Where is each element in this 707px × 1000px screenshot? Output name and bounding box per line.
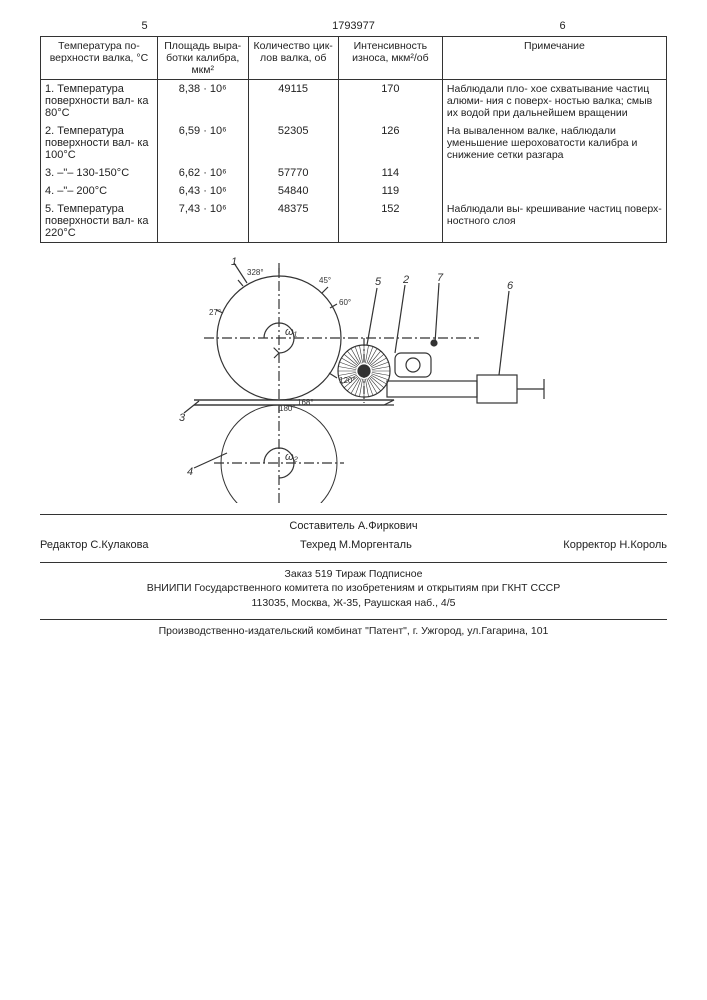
- svg-text:45°: 45°: [319, 276, 331, 285]
- callout-4: 4: [187, 466, 193, 478]
- compiler: Составитель А.Фиркович: [40, 519, 667, 534]
- col-wear: Интенсивность износа, мкм²/об: [338, 37, 442, 80]
- order-no: Заказ 519: [285, 568, 333, 580]
- callout-1: 1: [231, 256, 237, 268]
- figure-diagram: 1 5 2 7 6 3 4 ω₁ ω₂ 328° 45° 60° 120° 27…: [40, 253, 667, 506]
- divider: [40, 619, 667, 620]
- col-note: Примечание: [442, 37, 666, 80]
- table-header-row: Температура по- верхности валка, °С Площ…: [41, 37, 667, 80]
- omega-top: ω₁: [285, 326, 298, 338]
- callout-2: 2: [402, 274, 409, 286]
- credits-block: Составитель А.Фиркович Редактор С.Кулако…: [40, 519, 667, 554]
- org-line: ВНИИПИ Государственного комитета по изоб…: [40, 581, 667, 596]
- col-cycles: Количество цик- лов валка, об: [248, 37, 338, 80]
- printer-line: Производственно-издательский комбинат "П…: [40, 624, 667, 639]
- omega-bot: ω₂: [285, 451, 299, 463]
- callout-5: 5: [375, 276, 382, 288]
- podpisnoe: Подписное: [369, 568, 423, 580]
- svg-text:168°: 168°: [297, 398, 314, 407]
- svg-text:27°: 27°: [209, 308, 221, 317]
- divider: [40, 562, 667, 563]
- page-num-right: 6: [459, 20, 666, 32]
- callout-6: 6: [507, 280, 514, 292]
- svg-text:60°: 60°: [339, 298, 351, 307]
- tirazh: Тираж: [335, 568, 366, 580]
- table-row: 2. Температура поверхности вал- ка 100°С…: [41, 122, 667, 164]
- divider: [40, 514, 667, 515]
- techred: Техред М.Моргенталь: [300, 538, 412, 553]
- data-table: Температура по- верхности валка, °С Площ…: [40, 36, 667, 243]
- callout-3: 3: [179, 412, 186, 424]
- page-header: 5 1793977 6: [40, 20, 667, 32]
- table-row: 5. Температура поверхности вал- ка 220°С…: [41, 200, 667, 243]
- page-num-left: 5: [41, 20, 248, 32]
- col-temp: Температура по- верхности валка, °С: [41, 37, 158, 80]
- corrector: Корректор Н.Король: [563, 538, 667, 553]
- svg-text:120°: 120°: [339, 376, 356, 385]
- imprint-block: Заказ 519 Тираж Подписное ВНИИПИ Государ…: [40, 567, 667, 611]
- svg-text:328°: 328°: [247, 268, 264, 277]
- document-number: 1793977: [250, 20, 457, 32]
- org-address: 113035, Москва, Ж-35, Раушская наб., 4/5: [40, 596, 667, 611]
- editor: Редактор С.Кулакова: [40, 538, 149, 553]
- svg-text:180°: 180°: [279, 404, 296, 413]
- table-row: 1. Температура поверхности вал- ка 80°С …: [41, 80, 667, 123]
- callout-7: 7: [437, 272, 444, 284]
- col-area: Площадь выра- ботки калибра, мкм²: [157, 37, 248, 80]
